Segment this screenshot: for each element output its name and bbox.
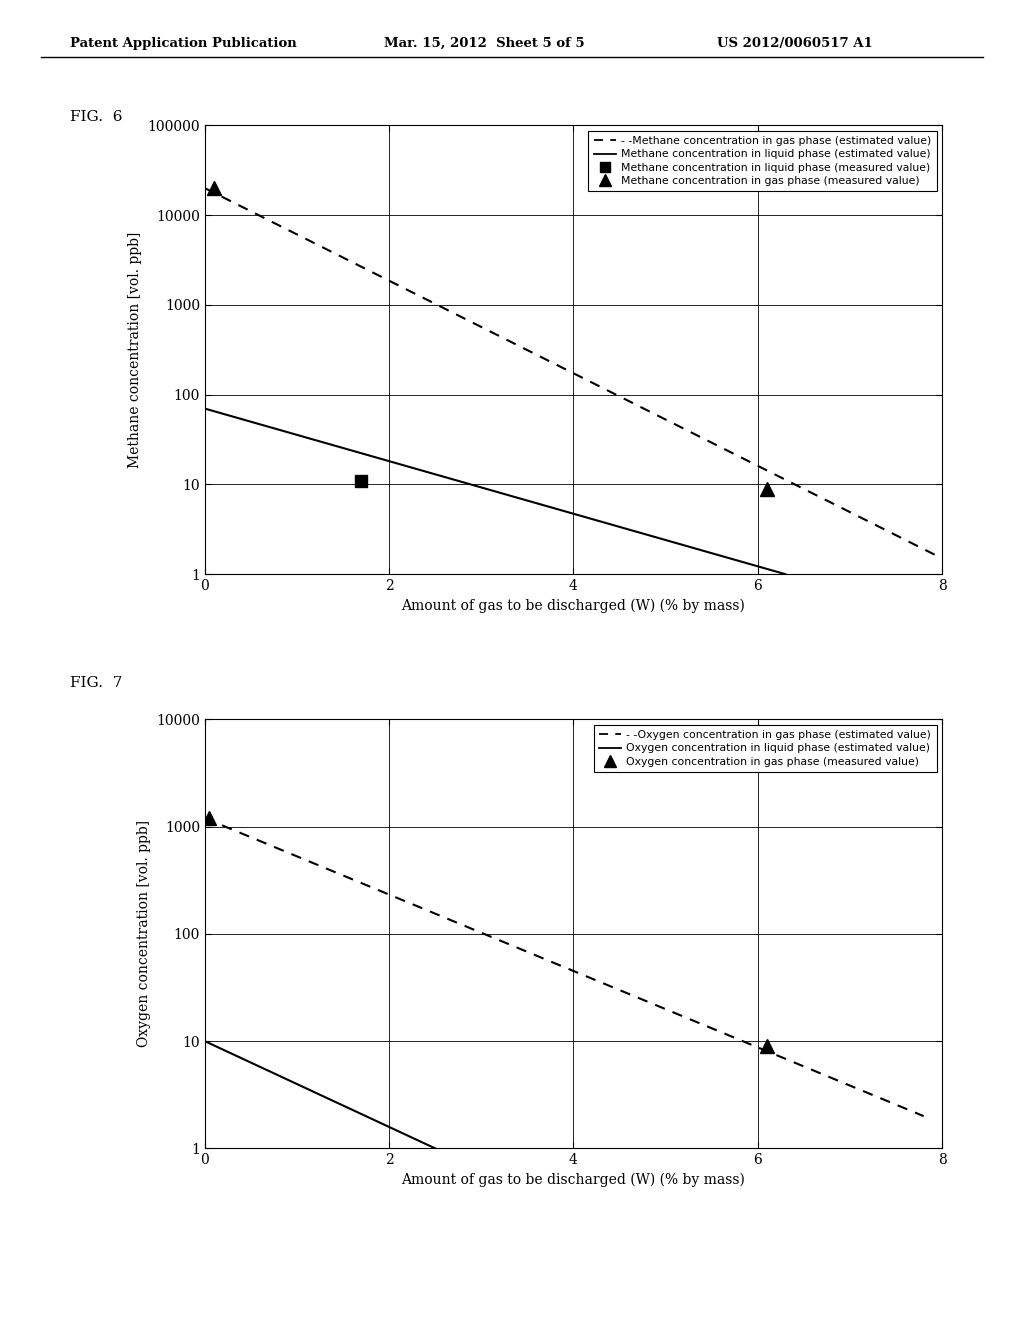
X-axis label: Amount of gas to be discharged (W) (% by mass): Amount of gas to be discharged (W) (% by… — [401, 1172, 745, 1187]
Text: FIG.  6: FIG. 6 — [70, 110, 122, 124]
Legend: - -Oxygen concentration in gas phase (estimated value), Oxygen concentration in : - -Oxygen concentration in gas phase (es… — [594, 725, 937, 772]
X-axis label: Amount of gas to be discharged (W) (% by mass): Amount of gas to be discharged (W) (% by… — [401, 598, 745, 612]
Text: Patent Application Publication: Patent Application Publication — [70, 37, 296, 50]
Y-axis label: Methane concentration [vol. ppb]: Methane concentration [vol. ppb] — [128, 231, 141, 469]
Text: Mar. 15, 2012  Sheet 5 of 5: Mar. 15, 2012 Sheet 5 of 5 — [384, 37, 585, 50]
Y-axis label: Oxygen concentration [vol. ppb]: Oxygen concentration [vol. ppb] — [136, 820, 151, 1048]
Legend: - -Methane concentration in gas phase (estimated value), Methane concentration i: - -Methane concentration in gas phase (e… — [589, 131, 937, 191]
Text: US 2012/0060517 A1: US 2012/0060517 A1 — [717, 37, 872, 50]
Text: FIG.  7: FIG. 7 — [70, 676, 122, 690]
